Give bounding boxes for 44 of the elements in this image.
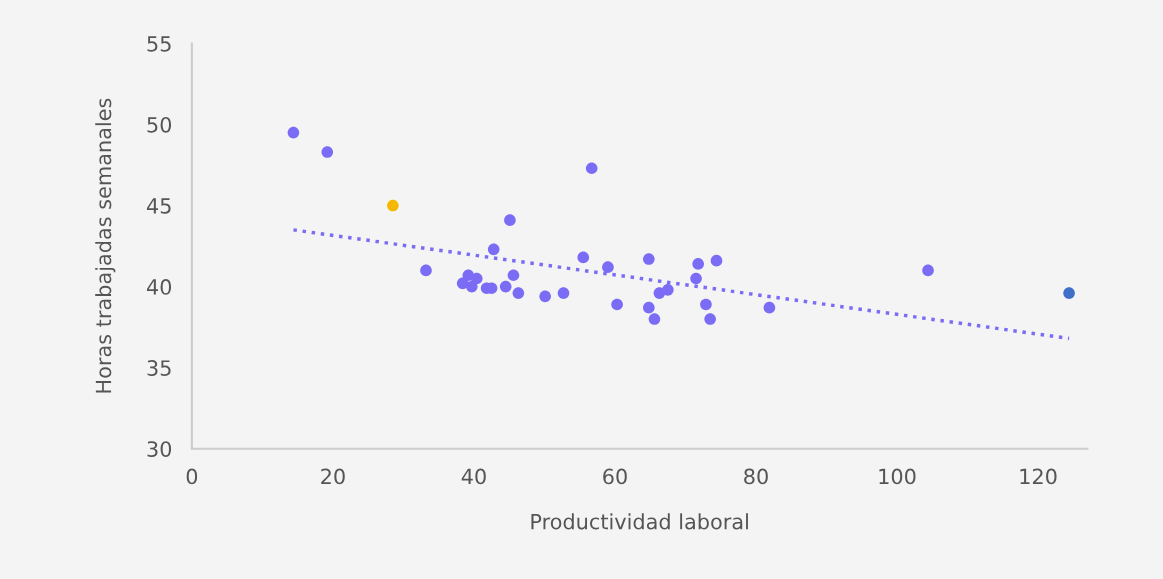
x-tick-label: 80 bbox=[744, 468, 768, 485]
point bbox=[321, 146, 334, 158]
point bbox=[643, 301, 655, 314]
point bbox=[602, 261, 614, 273]
point bbox=[611, 298, 623, 311]
point bbox=[700, 298, 712, 311]
point bbox=[1063, 287, 1075, 299]
point bbox=[690, 272, 702, 285]
point bbox=[922, 264, 934, 277]
x-tick-label: 120 bbox=[1020, 468, 1057, 485]
point bbox=[648, 313, 661, 325]
point bbox=[704, 313, 716, 325]
y-tick-label: 40 bbox=[146, 279, 172, 295]
point bbox=[585, 162, 598, 175]
point bbox=[577, 251, 590, 264]
y-tick-label: 45 bbox=[146, 198, 171, 214]
point bbox=[499, 280, 512, 293]
point bbox=[692, 258, 704, 270]
point bbox=[507, 269, 520, 282]
x-axis-title: Productividad laboral bbox=[531, 513, 748, 530]
point bbox=[512, 287, 525, 299]
point bbox=[487, 243, 500, 256]
y-tick-label: 35 bbox=[147, 360, 171, 376]
x-tick-label: 40 bbox=[461, 468, 486, 485]
y-tick-label: 55 bbox=[147, 36, 171, 52]
point bbox=[557, 287, 570, 299]
x-tick-label: 0 bbox=[186, 468, 198, 485]
x-tick-label: 100 bbox=[879, 468, 916, 485]
x-tick-label: 60 bbox=[603, 468, 627, 485]
point bbox=[710, 254, 723, 267]
point bbox=[504, 214, 516, 226]
point bbox=[470, 272, 483, 285]
point bbox=[387, 199, 399, 212]
point bbox=[287, 126, 300, 139]
point bbox=[662, 284, 674, 296]
point bbox=[643, 253, 655, 265]
point bbox=[539, 290, 551, 303]
x-tick-label: 20 bbox=[321, 468, 345, 485]
point bbox=[466, 280, 478, 293]
y-tick-label: 30 bbox=[147, 441, 172, 457]
point bbox=[763, 301, 776, 314]
y-axis-title: Horas trabajadas semanales bbox=[95, 98, 116, 393]
point bbox=[420, 264, 432, 277]
y-tick-label: 50 bbox=[147, 116, 172, 133]
